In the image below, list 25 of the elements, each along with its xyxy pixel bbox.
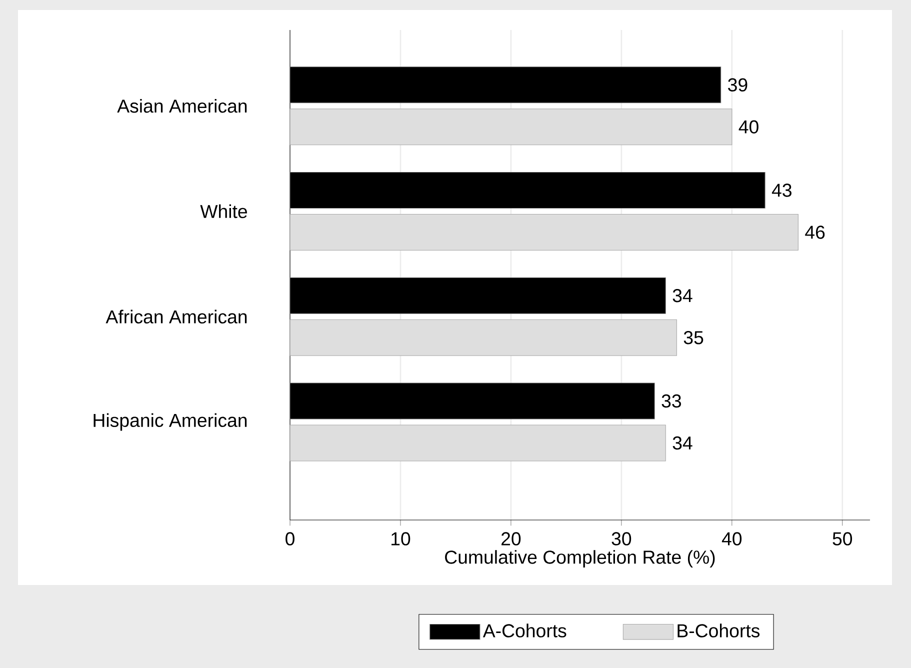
bar <box>290 214 798 251</box>
data-label: 34 <box>672 436 692 450</box>
data-label: 34 <box>672 289 692 302</box>
y-tick-label: Asian American <box>117 99 247 113</box>
x-tick-label: 30 <box>612 532 632 546</box>
data-label: 35 <box>684 331 704 344</box>
bar <box>290 319 677 356</box>
y-tick-label: Hispanic American <box>94 413 247 431</box>
data-label: 46 <box>805 226 825 239</box>
y-tick-label: White <box>200 204 247 218</box>
data-label: 43 <box>772 184 792 197</box>
x-tick-label: 10 <box>392 532 410 546</box>
legend-label: B-Cohorts <box>678 624 760 638</box>
bar <box>290 424 666 462</box>
y-tick-label: African American <box>106 310 247 324</box>
data-label: 40 <box>738 120 758 134</box>
legend-label: A-Cohorts <box>482 624 566 638</box>
data-label: 33 <box>662 394 681 408</box>
x-tick-label: 40 <box>722 532 742 546</box>
x-tick-label: 20 <box>502 532 521 546</box>
data-label: 39 <box>728 78 748 92</box>
x-axis-title: Cumulative Completion Rate (%) <box>445 550 715 568</box>
bar <box>290 108 732 146</box>
x-tick-label: 0 <box>286 532 294 546</box>
x-tick-label: 50 <box>832 532 852 546</box>
